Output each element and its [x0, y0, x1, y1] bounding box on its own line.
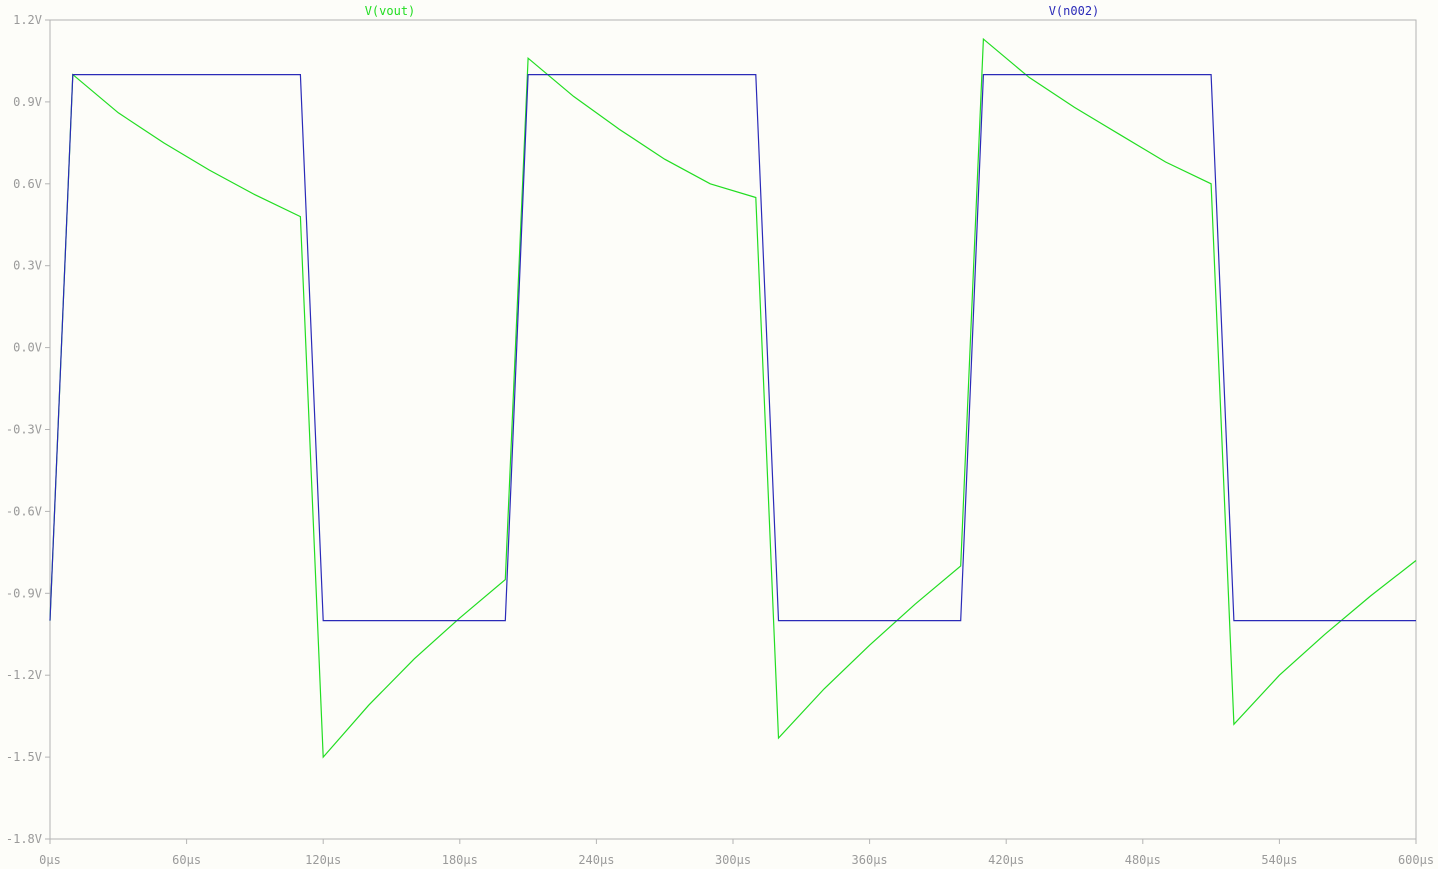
x-tick-label: 300µs — [715, 853, 751, 867]
legend: V(vout) V(n002) — [365, 4, 1100, 18]
x-tick-label: 540µs — [1261, 853, 1297, 867]
x-tick-label: 360µs — [852, 853, 888, 867]
x-tick-label: 60µs — [172, 853, 201, 867]
y-tick-label: 0.0V — [13, 341, 42, 355]
y-tick-label: -0.9V — [6, 586, 42, 600]
y-axis: 1.2V 0.9V 0.6V 0.3V 0.0V -0.3V -0.6V -0.9V -1.2V… — [6, 13, 50, 846]
series-line-1 — [49, 73, 1416, 622]
legend-label-0[interactable]: V(vout) — [365, 4, 416, 18]
y-tick-label: 0.6V — [13, 177, 42, 191]
x-tick-label: 0µs — [39, 853, 61, 867]
y-tick-label: -0.6V — [6, 504, 42, 518]
x-tick-label: 180µs — [442, 853, 478, 867]
x-axis: 0µs 60µs 120µs 180µs 240µs 300µs 360µs 420µs 480… — [39, 839, 1434, 867]
series-lines — [49, 37, 1417, 759]
y-tick-label: 0.9V — [13, 95, 42, 109]
series-line-0 — [49, 37, 1417, 759]
y-tick-label: -1.2V — [6, 668, 42, 682]
x-tick-label: 600µs — [1398, 853, 1434, 867]
y-tick-label: 0.3V — [13, 259, 42, 273]
legend-label-1[interactable]: V(n002) — [1049, 4, 1100, 18]
x-tick-label: 240µs — [578, 853, 614, 867]
x-tick-label: 420µs — [988, 853, 1024, 867]
x-tick-label: 480µs — [1125, 853, 1161, 867]
y-tick-label: 1.2V — [13, 13, 42, 27]
y-tick-label: -1.8V — [6, 832, 42, 846]
y-tick-label: -0.3V — [6, 423, 42, 437]
y-tick-label: -1.5V — [6, 750, 42, 764]
x-tick-label: 120µs — [305, 853, 341, 867]
